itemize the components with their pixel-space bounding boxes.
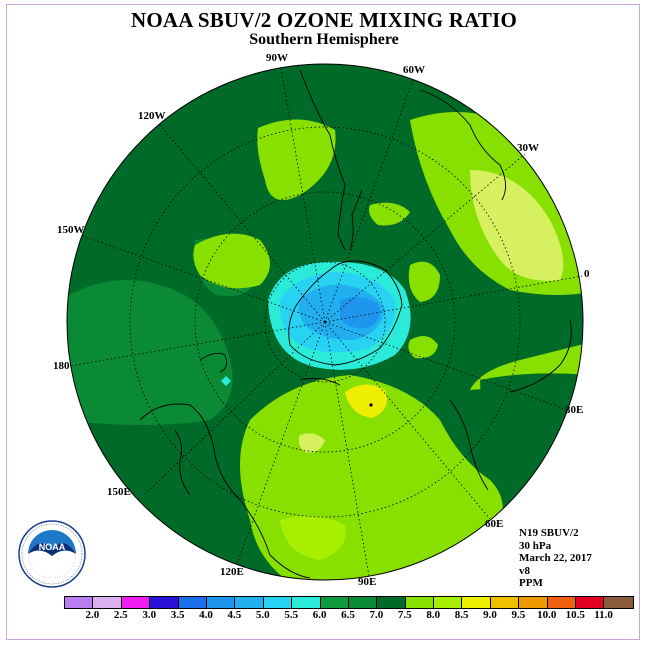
colorbar-swatch <box>490 597 520 608</box>
colorbar-tick-label: 9.5 <box>511 609 526 621</box>
colorbar <box>64 596 634 609</box>
figure-frame <box>6 4 640 640</box>
label-60w: 60W <box>403 64 425 76</box>
map-boundary <box>66 63 584 581</box>
colorbar-swatch <box>519 597 548 608</box>
logo-text: NOAA <box>39 542 66 552</box>
colorbar-swatch <box>604 597 633 608</box>
label-120e: 120E <box>220 566 244 578</box>
noaa-logo: NOAA <box>18 520 86 588</box>
colorbar-swatch <box>93 597 122 608</box>
label-90w: 90W <box>266 52 288 64</box>
colorbar-swatch <box>292 597 321 608</box>
units-label: PPM <box>519 577 543 589</box>
ozone-field <box>67 64 583 580</box>
colorbar-tick-label: 10.5 <box>565 609 585 621</box>
date-label: March 22, 2017 <box>519 552 592 564</box>
colorbar-swatch <box>377 597 406 608</box>
colorbar-tick-label: 10.0 <box>537 609 557 621</box>
colorbar-tick-label: 6.0 <box>312 609 327 621</box>
colorbar-swatch <box>235 597 264 608</box>
label-0: 0 <box>584 268 590 280</box>
label-60e: 60E <box>485 518 504 530</box>
version-label: v8 <box>519 564 530 577</box>
colorbar-tick-label: 8.5 <box>454 609 469 621</box>
info-block: N19 SBUV/2 30 hPa March 22, 2017 v8 PPM <box>519 527 592 590</box>
coastlines <box>139 69 572 579</box>
page-subtitle: Southern Hemisphere <box>249 31 399 48</box>
colorbar-tick-label: 7.5 <box>397 609 412 621</box>
colorbar-swatch <box>263 597 293 608</box>
colorbar-swatch <box>121 597 151 608</box>
colorbar-tick-label: 7.0 <box>369 609 384 621</box>
label-150w: 150W <box>57 224 85 236</box>
colorbar-tick-label: 4.5 <box>227 609 242 621</box>
colorbar-tick-label: 8.0 <box>426 609 441 621</box>
label-30w: 30W <box>517 142 539 154</box>
colorbar-swatch <box>434 597 463 608</box>
pressure-level-label: 30 hPa <box>519 539 552 552</box>
colorbar-tick-label: 9.0 <box>483 609 497 621</box>
label-90e: 90E <box>358 576 377 588</box>
colorbar-tick-label: 4.0 <box>199 609 213 621</box>
label-30e: 30E <box>565 404 584 416</box>
colorbar-tick-label: 3.0 <box>142 609 157 621</box>
page-title: NOAA SBUV/2 OZONE MIXING RATIO <box>131 8 517 32</box>
colorbar-swatch <box>405 597 435 608</box>
colorbar-tick-label: 11.0 <box>594 609 613 621</box>
colorbar-swatch <box>150 597 179 608</box>
graticule <box>69 67 583 577</box>
satellite-label: N19 SBUV/2 <box>519 527 579 539</box>
colorbar-swatch <box>462 597 491 608</box>
station-marker <box>369 403 373 407</box>
colorbar-swatch <box>547 597 577 608</box>
colorbar-swatch <box>320 597 349 608</box>
colorbar-swatch <box>576 597 605 608</box>
colorbar-tick-label: 5.5 <box>284 609 299 621</box>
colorbar-swatch <box>206 597 236 608</box>
label-120w: 120W <box>138 110 166 122</box>
label-150e: 150E <box>107 486 131 498</box>
colorbar-tick-label: 6.5 <box>341 609 355 621</box>
colorbar-tick-label: 2.0 <box>85 609 100 621</box>
colorbar-tick-label: 5.0 <box>255 609 270 621</box>
colorbar-swatch <box>65 597 94 608</box>
colorbar-swatch <box>178 597 207 608</box>
colorbar-tick-label: 2.5 <box>113 609 128 621</box>
label-180: 180 <box>53 360 70 372</box>
colorbar-swatch <box>348 597 378 608</box>
colorbar-tick-label: 3.5 <box>170 609 185 621</box>
